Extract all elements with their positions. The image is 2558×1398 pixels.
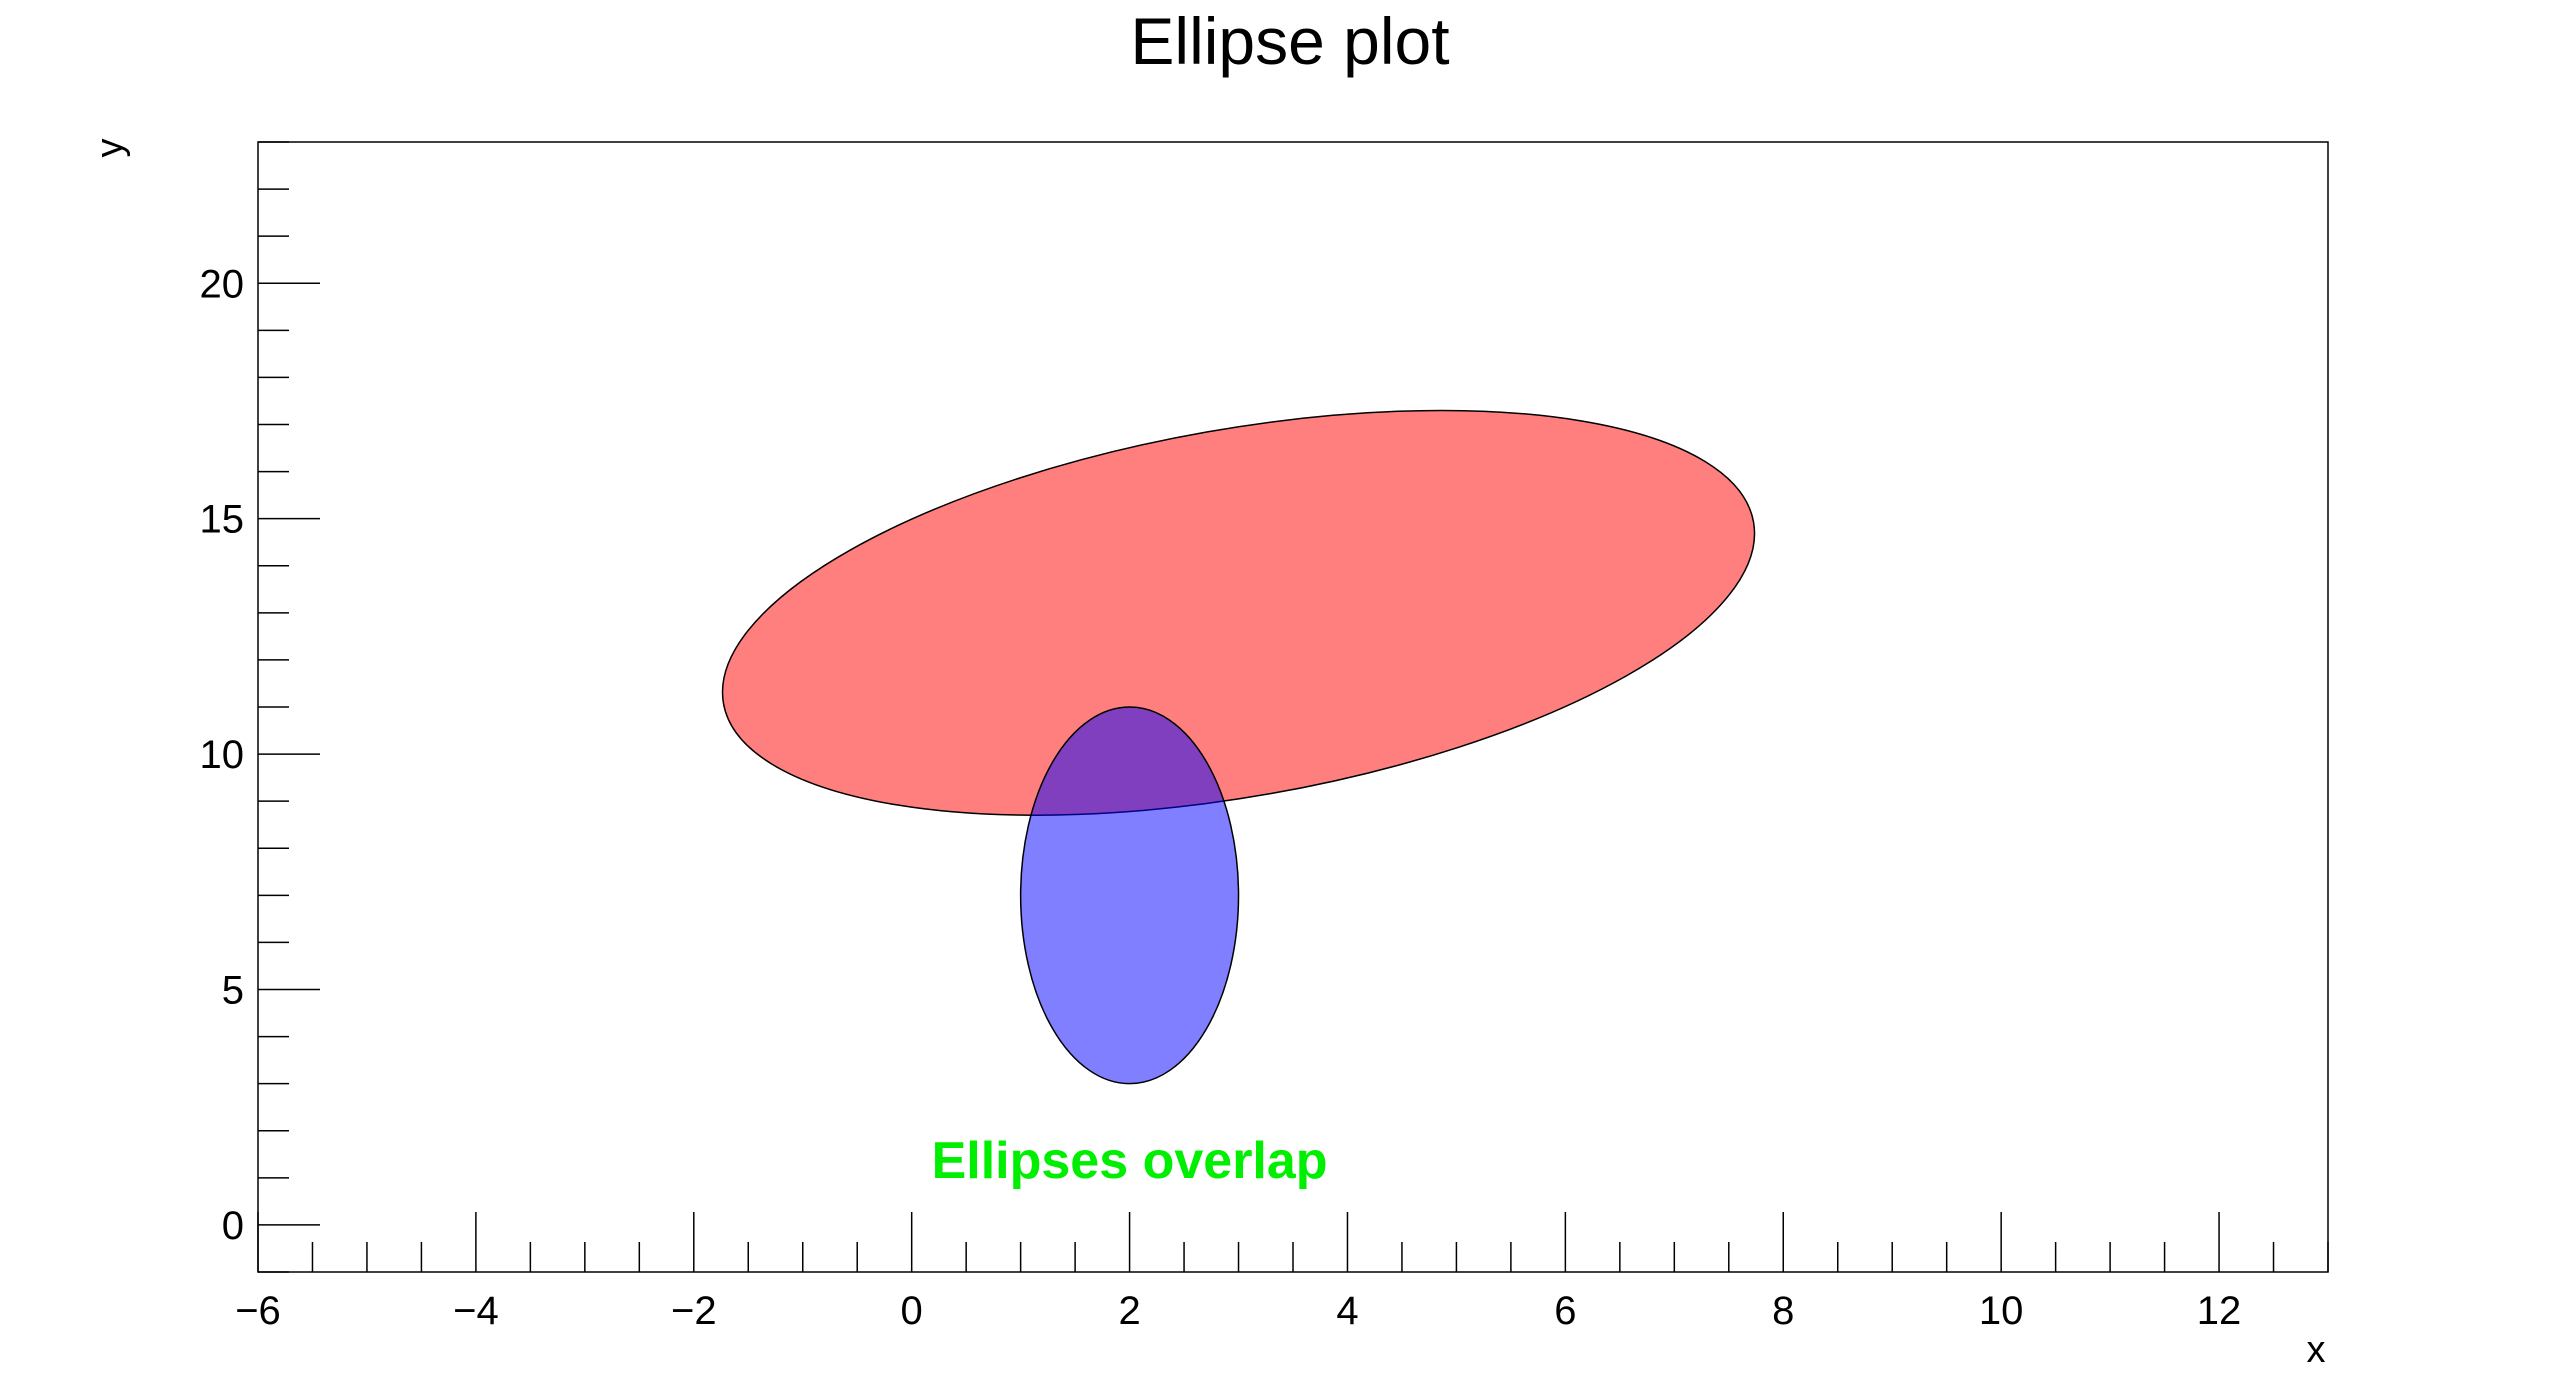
y-tick-label: 5 <box>222 969 244 1013</box>
x-tick-label: 12 <box>2197 1289 2242 1333</box>
y-axis-label: y <box>89 139 131 158</box>
x-tick-label: −4 <box>453 1289 499 1333</box>
annotation-text: Ellipses overlap <box>932 1132 1328 1190</box>
x-tick-label: 2 <box>1118 1289 1140 1333</box>
ellipse-1 <box>721 409 1756 816</box>
x-tick-label: 10 <box>1979 1289 2024 1333</box>
y-tick-label: 15 <box>200 498 245 542</box>
chart-title: Ellipse plot <box>1130 4 1449 78</box>
y-axis-ticks <box>258 141 320 1273</box>
y-tick-labels: 0 5 10 15 20 <box>200 262 245 1248</box>
ellipse-layer <box>721 409 1756 1085</box>
x-tick-label: 6 <box>1554 1289 1576 1333</box>
y-tick-label: 0 <box>222 1204 244 1248</box>
x-axis-ticks <box>257 1212 2329 1272</box>
x-tick-label: 8 <box>1772 1289 1794 1333</box>
x-tick-label: 4 <box>1336 1289 1358 1333</box>
x-axis-label: x <box>2307 1329 2326 1371</box>
x-tick-label: −2 <box>671 1289 717 1333</box>
annotation-layer: Ellipses overlap <box>932 1132 1328 1190</box>
y-tick-label: 10 <box>200 733 245 777</box>
x-tick-label: 0 <box>901 1289 923 1333</box>
x-tick-label: −6 <box>235 1289 281 1333</box>
x-tick-labels: −6 −4 −2 0 2 4 6 8 10 12 <box>235 1289 2241 1333</box>
ellipse-2 <box>1019 706 1240 1085</box>
y-tick-label: 20 <box>200 262 245 306</box>
